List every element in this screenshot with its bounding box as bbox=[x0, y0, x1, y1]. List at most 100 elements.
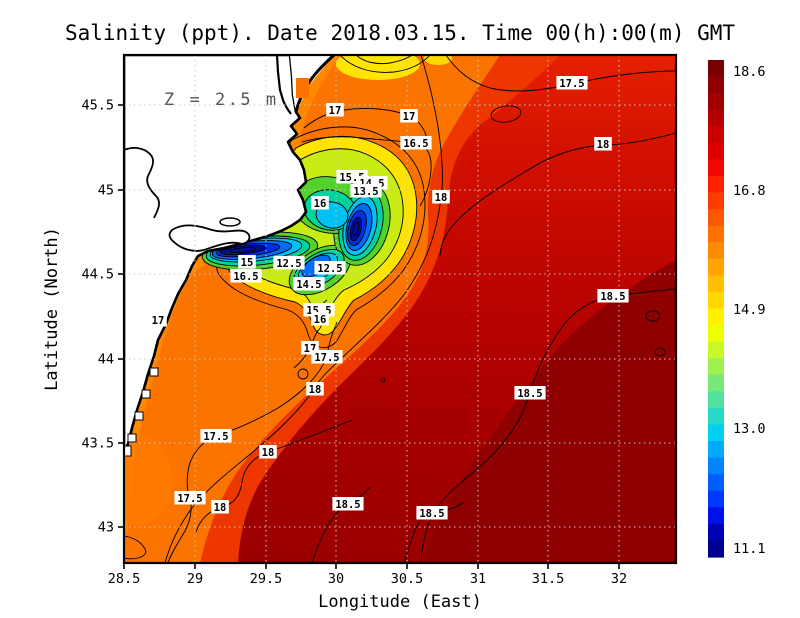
colorbar-tick-label: 14.9 bbox=[733, 302, 766, 318]
figure-title: Salinity (ppt). Date 2018.03.15. Time 00… bbox=[65, 21, 735, 45]
y-axis-title: Latitude (North) bbox=[42, 227, 62, 391]
contour-label-text: 18.5 bbox=[600, 291, 625, 303]
colorbar-step bbox=[708, 358, 724, 376]
contour-label-box bbox=[149, 313, 167, 327]
contour-label-box bbox=[293, 277, 325, 291]
contour-labels: 17.5171716.51815.514.513.518161512.512.5… bbox=[149, 76, 629, 520]
y-tick-label: 43 bbox=[98, 520, 114, 536]
contour-label-box bbox=[238, 255, 256, 269]
colorbar-step bbox=[708, 374, 724, 392]
contour-label-text: 16.5 bbox=[403, 138, 428, 150]
depth-annotation: Z = 2.5 m bbox=[164, 90, 279, 110]
contour-label-box bbox=[514, 386, 546, 400]
colorbar-step bbox=[708, 457, 724, 475]
yellow-patch-top-small bbox=[424, 55, 452, 65]
x-tick-label: 28.5 bbox=[108, 571, 141, 587]
x-tick-label: 29.5 bbox=[250, 571, 283, 587]
contour-label-box bbox=[594, 137, 612, 151]
colorbar-step bbox=[708, 109, 724, 127]
contour-label-text: 18 bbox=[597, 139, 610, 151]
contour-label-box bbox=[314, 261, 346, 275]
contour-label-text: 17 bbox=[152, 315, 165, 327]
contour-label-box bbox=[432, 190, 450, 204]
contour-label-text: 17 bbox=[403, 111, 416, 123]
colorbar-step bbox=[708, 242, 724, 260]
colorbar-step bbox=[708, 407, 724, 426]
colorbar-step bbox=[708, 308, 724, 326]
contour-label-text: 18.5 bbox=[517, 388, 542, 400]
contour-label-text: 18 bbox=[309, 384, 322, 396]
plot-frame bbox=[122, 53, 678, 565]
colorbar-step bbox=[708, 441, 724, 459]
plume-core-ring-b bbox=[352, 221, 360, 237]
land bbox=[124, 55, 336, 457]
colorbar-step bbox=[708, 424, 724, 442]
contour-label-box bbox=[273, 256, 305, 270]
contour-label-box bbox=[311, 196, 329, 210]
contour-label-text: 13.5 bbox=[353, 186, 378, 198]
contour-label-text: 12.5 bbox=[317, 263, 342, 275]
colorbar-step bbox=[708, 275, 724, 293]
colorbar-step bbox=[708, 258, 724, 276]
colorbar-step bbox=[708, 126, 724, 144]
contour-label-box bbox=[326, 103, 344, 117]
colorbar-step bbox=[708, 474, 724, 492]
contour-label-text: 16 bbox=[314, 314, 327, 326]
colorbar-tick-label: 11.1 bbox=[733, 541, 766, 557]
x-tick-label: 30 bbox=[328, 571, 344, 587]
colorbar-step bbox=[708, 175, 724, 194]
colorbar-tick-label: 13.0 bbox=[733, 421, 766, 437]
colorbar-step bbox=[708, 159, 724, 177]
colorbar-step bbox=[708, 523, 724, 542]
colorbar: 18.6 16.8 14.9 13.0 11.1 bbox=[708, 60, 766, 558]
x-axis-ticks: 28.5 29 29.5 30 30.5 31 31.5 32 bbox=[108, 563, 627, 587]
contour-label-box bbox=[211, 500, 229, 514]
colorbar-step bbox=[708, 93, 724, 111]
contour-label-box bbox=[416, 506, 448, 520]
x-tick-label: 31 bbox=[470, 571, 486, 587]
contour-label-box bbox=[350, 184, 382, 198]
x-tick-label: 29 bbox=[187, 571, 203, 587]
plume-core-ring-a bbox=[229, 246, 257, 254]
coast-stair-cells bbox=[124, 367, 159, 457]
contour-label-text: 17.5 bbox=[177, 493, 202, 505]
colorbar-step bbox=[708, 192, 724, 210]
colorbar-step bbox=[708, 325, 724, 343]
orange-spot-bottom-left bbox=[124, 435, 172, 525]
colorbar-step bbox=[708, 142, 724, 160]
lagoon-outline bbox=[168, 224, 251, 252]
y-tick-label: 43.5 bbox=[81, 436, 114, 452]
lagoon-sea-cell bbox=[296, 78, 309, 98]
contour-label-box bbox=[200, 429, 232, 443]
contour-label-box bbox=[597, 289, 629, 303]
colorbar-step bbox=[708, 209, 724, 227]
colorbar-step bbox=[708, 341, 724, 359]
contour-label-text: 18 bbox=[214, 502, 227, 514]
y-tick-label: 45 bbox=[98, 183, 114, 199]
x-axis-title: Longitude (East) bbox=[318, 592, 482, 612]
contour-label-box bbox=[332, 497, 364, 511]
contour-label-box bbox=[556, 76, 588, 90]
colorbar-step bbox=[708, 391, 724, 409]
contour-label-box bbox=[311, 312, 329, 326]
contour-label-box bbox=[400, 136, 432, 150]
colorbar-step bbox=[708, 507, 724, 525]
grid bbox=[124, 55, 676, 563]
contour-label-text: 17 bbox=[329, 105, 342, 117]
contour-label-text: 18 bbox=[435, 192, 448, 204]
contour-label-text: 16.5 bbox=[233, 271, 258, 283]
contour-label-text: 17.5 bbox=[314, 352, 339, 364]
lagoon-small bbox=[219, 217, 241, 227]
contour-label-text: 12.5 bbox=[276, 258, 301, 270]
colorbar-step bbox=[708, 291, 724, 310]
colorbar-step bbox=[708, 490, 724, 508]
river-line bbox=[124, 147, 160, 219]
colorbar-step bbox=[708, 76, 724, 94]
contour-label-text: 16 bbox=[314, 198, 327, 210]
contour-label-text: 15 bbox=[241, 257, 254, 269]
contour-label-box bbox=[400, 109, 418, 123]
colorbar-step bbox=[708, 540, 724, 558]
colorbar-step bbox=[708, 225, 724, 243]
